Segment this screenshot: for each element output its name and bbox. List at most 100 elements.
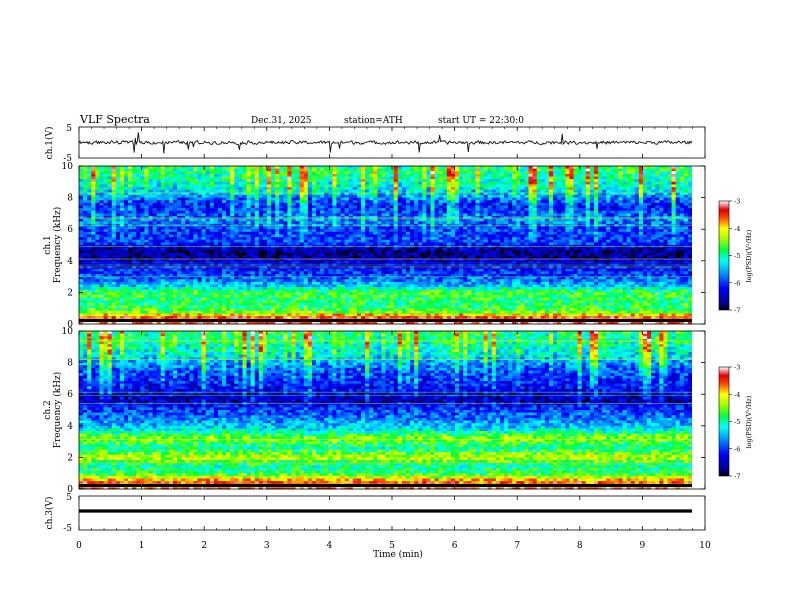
spectrogram-cell bbox=[479, 216, 484, 219]
spectrogram-cell bbox=[242, 247, 247, 251]
spectrogram-cell bbox=[651, 166, 656, 169]
spectrogram-cell bbox=[185, 221, 190, 225]
spectrogram-cell bbox=[602, 168, 607, 172]
spectrogram-cell bbox=[275, 221, 280, 225]
spectrogram-cell bbox=[226, 168, 231, 172]
spectrogram-cell bbox=[356, 176, 362, 180]
spectrogram-cell bbox=[107, 229, 112, 233]
spectrogram-cell bbox=[598, 173, 603, 177]
spectrogram-cell bbox=[687, 216, 693, 219]
ch1-waveform-panel: 5 -5 ch.1(V) bbox=[44, 124, 706, 164]
spectrogram-cell bbox=[91, 189, 96, 193]
spectrogram-cell bbox=[87, 168, 92, 172]
spectrogram-cell bbox=[369, 213, 374, 217]
spectrogram-cell bbox=[271, 213, 276, 217]
spectrogram-cell bbox=[128, 239, 133, 243]
spectrogram-cell bbox=[152, 166, 157, 169]
spectrogram-cell bbox=[528, 205, 533, 209]
spectrogram-cell bbox=[667, 226, 672, 230]
spectrogram-cell bbox=[99, 184, 104, 188]
spectrogram-cell bbox=[307, 218, 313, 222]
spectrogram-cell bbox=[181, 189, 186, 193]
spectrogram-cell bbox=[471, 168, 476, 172]
spectrogram-cell bbox=[246, 231, 251, 235]
spectrogram-cell bbox=[540, 242, 546, 246]
spectrogram-cell bbox=[189, 237, 194, 241]
spectrogram-cell bbox=[320, 213, 325, 217]
spectrogram-cell bbox=[385, 250, 390, 254]
spectrogram-cell bbox=[430, 189, 435, 193]
spectrogram-cell bbox=[499, 202, 505, 206]
spectrogram-cell bbox=[193, 237, 198, 241]
spectrogram-cell bbox=[687, 231, 693, 235]
spectrogram-cell bbox=[655, 197, 660, 201]
spectrogram-cell bbox=[450, 176, 456, 180]
spectrogram-cell bbox=[671, 171, 676, 175]
spectrogram-cell bbox=[111, 234, 117, 238]
spectrogram-cell bbox=[446, 221, 452, 225]
spectrogram-cell bbox=[520, 173, 525, 177]
spectrogram-cell bbox=[638, 173, 644, 177]
spectrogram-cell bbox=[647, 192, 652, 196]
spectrogram-cell bbox=[324, 210, 329, 214]
spectrogram-cell bbox=[254, 179, 260, 183]
spectrogram-cell bbox=[79, 247, 84, 251]
spectrogram-cell bbox=[651, 218, 656, 222]
spectrogram-cell bbox=[647, 231, 652, 235]
spectrogram-cell bbox=[136, 192, 141, 196]
spectrogram-cell bbox=[573, 166, 578, 169]
spectrogram-cell bbox=[454, 234, 460, 238]
spectrogram-cell bbox=[193, 252, 198, 256]
spectrogram-cell bbox=[254, 226, 260, 230]
spectrogram-cell bbox=[123, 247, 129, 251]
spectrogram-cell bbox=[679, 239, 685, 243]
spectrogram-cell bbox=[687, 247, 693, 251]
spectrogram-cell bbox=[91, 171, 96, 175]
spectrogram-cell bbox=[262, 231, 268, 235]
spectrogram-cell bbox=[226, 176, 231, 180]
spectrogram-cell bbox=[520, 229, 525, 233]
spectrogram-cell bbox=[279, 229, 284, 233]
spectrogram-cell bbox=[254, 216, 260, 219]
spectrogram-cell bbox=[258, 168, 264, 172]
spectrogram-cell bbox=[593, 208, 599, 212]
spectrogram-cell bbox=[508, 202, 513, 206]
spectrogram-cell bbox=[491, 237, 497, 241]
spectrogram-cell bbox=[434, 226, 439, 230]
spectrogram-cell bbox=[303, 202, 309, 206]
spectrogram-cell bbox=[381, 202, 386, 206]
spectrogram-cell bbox=[287, 168, 292, 172]
spectrogram-cell bbox=[401, 250, 407, 254]
spectrogram-cell bbox=[569, 184, 574, 188]
spectrogram-cell bbox=[602, 202, 607, 206]
spectrogram-cell bbox=[168, 176, 174, 180]
spectrogram-cell bbox=[360, 221, 366, 225]
spectrogram-cell bbox=[369, 181, 374, 185]
spectrogram-cell bbox=[271, 250, 276, 254]
spectrogram-cell bbox=[655, 187, 660, 190]
spectrogram-cell bbox=[254, 171, 260, 175]
spectrogram-cell bbox=[475, 231, 480, 235]
spectrogram-cell bbox=[479, 221, 484, 225]
spectrogram-cell bbox=[181, 184, 186, 188]
spectrogram-cell bbox=[499, 208, 505, 212]
spectrogram-cell bbox=[250, 176, 256, 180]
spectrogram-cell bbox=[634, 197, 640, 201]
spectrogram-cell bbox=[491, 184, 497, 188]
spectrogram-cell bbox=[430, 221, 435, 225]
spectrogram-cell bbox=[520, 218, 525, 222]
spectrogram-cell bbox=[226, 216, 231, 219]
spectrogram-cell bbox=[271, 205, 276, 209]
spectrogram-cell bbox=[193, 200, 198, 204]
spectrogram-cell bbox=[324, 192, 329, 196]
spectrogram-cell bbox=[360, 226, 366, 230]
spectrogram-cell bbox=[647, 247, 652, 251]
spectrogram-cell bbox=[577, 181, 582, 185]
spectrogram-cell bbox=[271, 187, 276, 190]
spectrogram-cell bbox=[209, 194, 215, 198]
spectrogram-cell bbox=[152, 173, 157, 177]
spectrogram-cell bbox=[618, 242, 623, 246]
spectrogram-cell bbox=[87, 200, 92, 204]
spectrogram-cell bbox=[385, 218, 390, 222]
spectrogram-cell bbox=[573, 242, 578, 246]
